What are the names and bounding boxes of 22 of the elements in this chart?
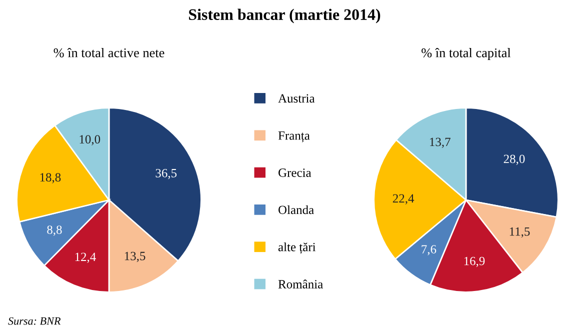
- data-label: 12,4: [75, 252, 96, 263]
- data-label: 7,6: [422, 245, 436, 256]
- chart-title: Sistem bancar (martie 2014): [189, 8, 380, 24]
- legend-label: Austria: [278, 94, 315, 103]
- data-label: 28,0: [504, 154, 525, 165]
- text: Sursa: BNR: [8, 317, 61, 325]
- data-label: 10,0: [80, 135, 100, 146]
- data-label: 8,8: [47, 226, 62, 236]
- data-label: 22,4: [392, 194, 414, 204]
- legend-label: România: [278, 280, 323, 288]
- chart-subtitle: % în total capital: [422, 48, 511, 60]
- data-label: 36,5: [156, 168, 177, 180]
- legend-label: Grecia: [278, 168, 312, 177]
- data-label: 11,5: [510, 227, 530, 238]
- chart-subtitle: % în total active nete: [54, 48, 164, 58]
- data-label: 18,8: [40, 173, 61, 184]
- legend-label: Olanda: [278, 205, 314, 214]
- legend-label: alte țări: [278, 242, 316, 254]
- legend-label: Franța: [278, 131, 310, 142]
- data-label: 13,7: [430, 138, 450, 148]
- data-label: 16,9: [464, 256, 485, 268]
- data-label: 13,5: [124, 252, 146, 262]
